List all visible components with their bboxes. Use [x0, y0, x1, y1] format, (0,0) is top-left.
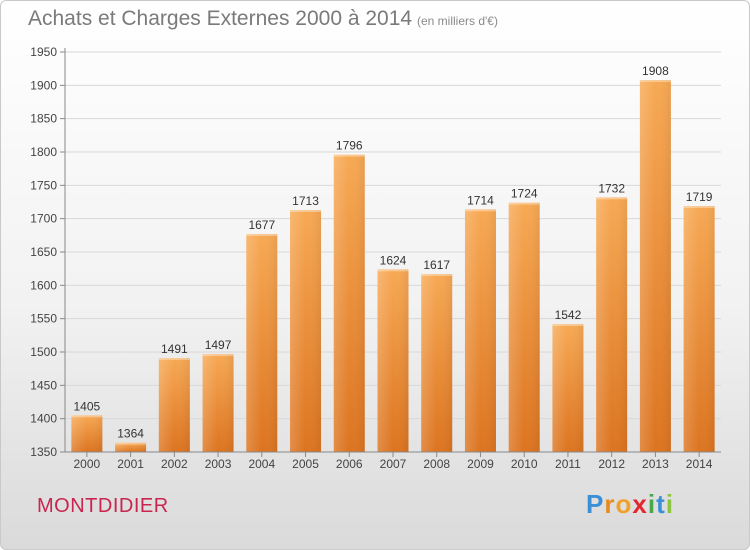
data-label: 1617 — [423, 258, 450, 272]
bar-shine — [464, 209, 496, 452]
chart-subtitle: (en milliers d'€) — [417, 14, 498, 28]
data-label: 1724 — [511, 187, 538, 201]
bar-top-edge — [377, 269, 409, 272]
y-tick-label: 1350 — [30, 445, 57, 459]
x-tick-label: 2009 — [467, 457, 494, 471]
town-name: MONTDIDIER — [37, 495, 169, 517]
x-tick-label: 2000 — [74, 457, 101, 471]
bar-shine — [508, 202, 540, 452]
x-tick-label: 2005 — [292, 457, 319, 471]
data-label: 1908 — [642, 64, 669, 78]
data-label: 1719 — [686, 190, 713, 204]
bar-shine — [377, 269, 409, 452]
y-tick-label: 1400 — [30, 412, 57, 426]
bar-top-edge — [464, 209, 496, 212]
bar-shine — [552, 324, 584, 452]
data-label: 1714 — [467, 193, 494, 207]
x-tick-label: 2004 — [248, 457, 275, 471]
data-label: 1713 — [292, 194, 319, 208]
x-tick-label: 2012 — [598, 457, 625, 471]
logo-letter: r — [604, 489, 616, 519]
y-tick-label: 1600 — [30, 278, 57, 292]
y-tick-label: 1950 — [30, 45, 57, 59]
data-label: 1364 — [117, 427, 144, 441]
bar-shine — [683, 206, 715, 452]
x-tick-label: 2014 — [686, 457, 713, 471]
data-label: 1624 — [380, 253, 407, 267]
bar-top-edge — [683, 206, 715, 208]
bar-top-edge — [71, 415, 103, 418]
bar-shine — [158, 358, 190, 452]
x-tick-label: 2008 — [423, 457, 450, 471]
bar-shine — [333, 154, 365, 452]
x-tick-label: 2010 — [511, 457, 538, 471]
bar-top-edge — [552, 324, 584, 326]
y-tick-label: 1850 — [30, 112, 57, 126]
data-label: 1491 — [161, 342, 188, 356]
bar-shine — [421, 274, 453, 452]
x-tick-label: 2003 — [205, 457, 232, 471]
x-tick-label: 2007 — [380, 457, 407, 471]
data-label: 1405 — [74, 399, 101, 413]
y-tick-label: 1900 — [30, 78, 57, 92]
chart-title: Achats et Charges Externes 2000 à 2014 — [28, 7, 413, 30]
bar-shine — [202, 354, 234, 452]
bar-shine — [71, 415, 103, 452]
y-tick-label: 1750 — [30, 178, 57, 192]
x-tick-label: 2013 — [642, 457, 669, 471]
data-label: 1677 — [248, 218, 275, 232]
y-tick-label: 1800 — [30, 145, 57, 159]
logo-letter: x — [632, 489, 648, 519]
data-label: 1497 — [205, 338, 232, 352]
y-tick-label: 1550 — [30, 312, 57, 326]
y-tick-label: 1450 — [30, 378, 57, 392]
x-tick-label: 2011 — [555, 457, 581, 471]
data-label: 1796 — [336, 139, 363, 153]
logo-letter: P — [586, 489, 605, 519]
x-tick-label: 2006 — [336, 457, 363, 471]
y-tick-label: 1650 — [30, 245, 57, 259]
bar-shine — [596, 197, 628, 452]
bar-top-edge — [290, 210, 322, 212]
bar-top-edge — [639, 80, 671, 82]
bar-top-edge — [202, 354, 234, 356]
logo-letter: i — [665, 489, 674, 519]
x-tick-label: 2001 — [117, 457, 144, 471]
data-label: 1542 — [555, 308, 582, 322]
bar-top-edge — [421, 274, 453, 276]
bar-top-edge — [115, 442, 147, 445]
bar-shine — [290, 210, 322, 452]
bar-top-edge — [596, 197, 628, 200]
logo-letter: o — [615, 489, 633, 519]
bar-top-edge — [508, 202, 540, 205]
bar-shine — [246, 234, 278, 452]
bar-shine — [115, 442, 147, 452]
logo-letter: t — [656, 489, 666, 519]
y-tick-label: 1700 — [30, 212, 57, 226]
bar-top-edge — [333, 154, 365, 157]
bar-shine — [639, 80, 671, 452]
bar-top-edge — [246, 234, 278, 236]
x-tick-label: 2002 — [161, 457, 188, 471]
proxiti-logo: Proxiti — [586, 489, 674, 520]
logo-letter: i — [647, 489, 657, 519]
y-tick-label: 1500 — [30, 345, 57, 359]
data-label: 1732 — [598, 181, 625, 195]
bar-top-edge — [158, 358, 190, 360]
